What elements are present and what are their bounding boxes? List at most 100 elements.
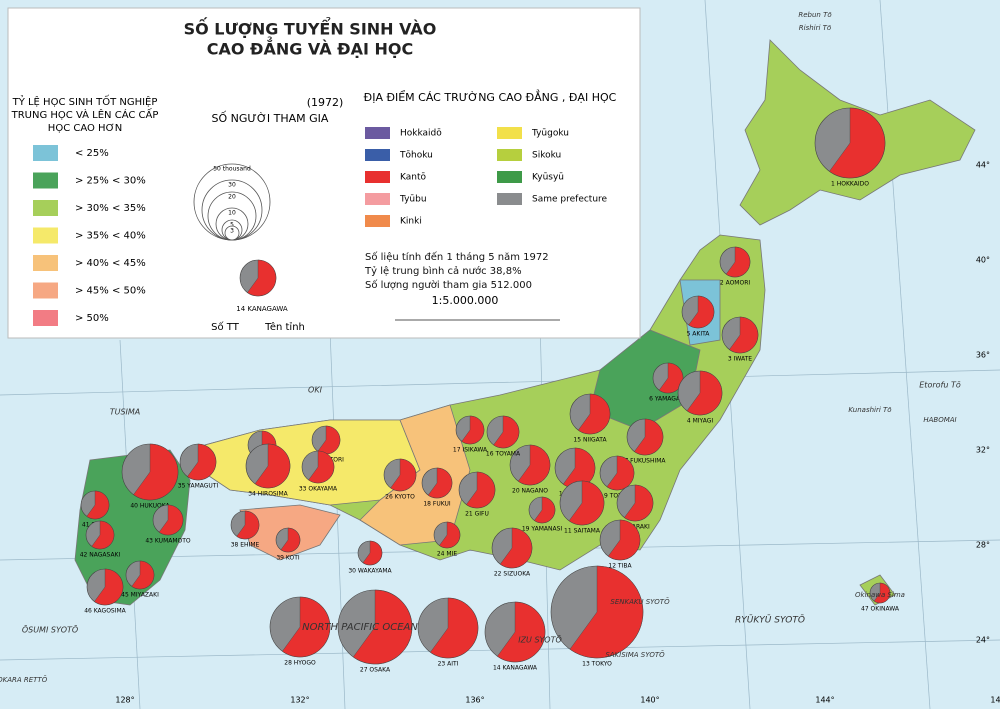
region-label: Tyūbu <box>399 195 427 205</box>
size-circle-label: 30 <box>228 182 236 189</box>
pie-wedge <box>131 560 155 590</box>
pie-wedge <box>725 246 751 278</box>
pie-wedge <box>829 107 886 179</box>
region-swatch <box>365 171 390 183</box>
region-label: Kyūsyū <box>532 173 564 183</box>
title-line: SỐ LƯỢNG TUYỂN SINH VÀO <box>184 17 437 39</box>
pie-wedge <box>430 597 479 659</box>
size-circle-label: 3 <box>230 228 234 235</box>
longitude-label: 128° <box>115 696 134 705</box>
note: Tỷ lệ trung bình cả nước 38,8% <box>364 265 522 277</box>
pie-wedge <box>873 582 891 604</box>
rate-label: > 35% < 40% <box>75 231 146 242</box>
place-label: NORTH PACIFIC OCEAN <box>302 622 418 633</box>
pie-wedge <box>362 540 383 566</box>
place-label: SENKAKU SYOTŌ <box>610 597 670 606</box>
rate-swatch <box>33 172 58 189</box>
prefecture-label: 16 TOYAMA <box>486 451 521 458</box>
pie-wedge <box>634 418 664 456</box>
region-swatch <box>497 193 522 205</box>
latitude-label: 28° <box>976 541 990 550</box>
prefecture-label: 4 MIYAGI <box>687 418 714 425</box>
prefecture-label: 12 TIBA <box>608 563 632 570</box>
region-swatch <box>497 171 522 183</box>
prefecture-label: 1 HOKKAIDO <box>831 181 869 188</box>
number-label: Số TT <box>211 321 240 333</box>
prefecture-label: 3 IWATE <box>728 356 752 363</box>
prefecture-label: 35 YAMAGUTI <box>178 483 219 490</box>
prefecture-label: 40 HUKUOKA <box>130 503 170 510</box>
pie-wedge <box>352 589 413 665</box>
prefecture-label: 33 OKAYAMA <box>299 486 338 493</box>
latitude-label: 40° <box>976 256 990 265</box>
rate-legend-title: HỌC CAO HƠN <box>48 123 122 134</box>
pie-wedge <box>729 316 759 354</box>
size-circle-label: 10 <box>228 210 236 217</box>
prefecture-label: 15 NIIGATA <box>573 437 607 444</box>
pie-wedge <box>390 458 417 492</box>
place-label: RYŪKYŪ SYOTŌ <box>735 615 805 626</box>
size-circle-label: 5 <box>230 222 234 229</box>
pie-wedge <box>499 527 533 569</box>
prefecture-label: 47 OKINAWA <box>861 606 900 613</box>
prefecture-label: 9 TOTIGI <box>604 493 630 500</box>
region-legend-title: ĐỊA ĐIỂM CÁC TRƯỜNG CAO ĐẲNG , ĐẠI HỌC <box>364 89 617 104</box>
region-swatch <box>365 193 390 205</box>
region-swatch <box>497 149 522 161</box>
pie-wedge <box>607 519 641 561</box>
prefecture-label: 43 KUMAMOTO <box>145 538 191 545</box>
pie-wedge <box>86 490 110 520</box>
longitude-label: 148° <box>990 696 1000 705</box>
prefecture-label: 2 AOMORI <box>720 280 751 287</box>
pie-wedge <box>280 527 301 553</box>
size-legend-title: SỐ NGƯỜI THAM GIA <box>212 111 329 125</box>
prefecture-label: 46 KAGOSIMA <box>84 608 126 615</box>
title-line: CAO ĐẲNG VÀ ĐẠI HỌC <box>207 37 413 59</box>
prefecture-label: 6 YAMAGATA <box>649 396 688 403</box>
pie-wedge <box>94 568 124 606</box>
pie-wedge <box>187 443 217 481</box>
region-swatch <box>365 215 390 227</box>
name-label: Tên tỉnh <box>264 321 305 333</box>
prefecture-label: 27 OSAKA <box>360 667 391 674</box>
pie-wedge <box>624 484 654 522</box>
region-swatch <box>365 127 390 139</box>
prefecture-label: 18 FUKUI <box>423 501 451 508</box>
title: SỐ LƯỢNG TUYỂN SINH VÀO CAO ĐẲNG VÀ ĐẠI … <box>184 17 437 59</box>
prefecture-label: 14 KANAGAWA <box>493 665 538 672</box>
region-label: Same prefecture <box>532 195 608 205</box>
place-label: IZU SYOTŌ <box>518 635 562 645</box>
rate-swatch <box>33 310 58 326</box>
place-label: TUSIMA <box>110 408 141 417</box>
prefecture-label: 22 SIZUOKA <box>494 571 531 578</box>
rate-swatch <box>33 282 58 299</box>
rate-swatch <box>33 145 58 161</box>
latitude-label: 44° <box>976 161 990 170</box>
pie-wedge <box>254 443 291 489</box>
longitude-label: 144° <box>815 696 834 705</box>
pie-wedge <box>466 471 496 509</box>
latitude-label: 24° <box>976 636 990 645</box>
prefecture-label: 42 NAGASAKI <box>80 552 121 559</box>
prefecture-label: 7 FUKUSHIMA <box>624 458 666 465</box>
pie-wedge <box>688 295 715 329</box>
place-label: Rebun Tō <box>798 11 831 19</box>
legend-panel <box>7 7 641 339</box>
pie-wedge <box>686 370 723 416</box>
place-label: Rishiri Tō <box>799 24 831 32</box>
place-label: Etorofu Tō <box>919 381 961 390</box>
place-label: Okinawa Sima <box>855 591 905 599</box>
region-label: Kinki <box>400 217 422 227</box>
prefecture-label: 19 YAMANASI <box>522 526 563 533</box>
rate-legend-title: TRUNG HỌC VÀ LÊN CÁC CẤP <box>11 107 159 121</box>
place-label: Kunashiri Tō <box>848 406 891 414</box>
pie-wedge <box>577 393 611 435</box>
rate-swatch <box>33 255 58 271</box>
region-swatch <box>497 127 522 139</box>
example-label: 14 KANAGAWA <box>236 305 288 313</box>
prefecture-label: 45 MIYAZAKI <box>121 592 159 599</box>
size-circle <box>224 225 240 241</box>
prefecture-label: 26 KYOTO <box>385 494 415 501</box>
prefecture-label: 21 GIFU <box>465 511 489 518</box>
